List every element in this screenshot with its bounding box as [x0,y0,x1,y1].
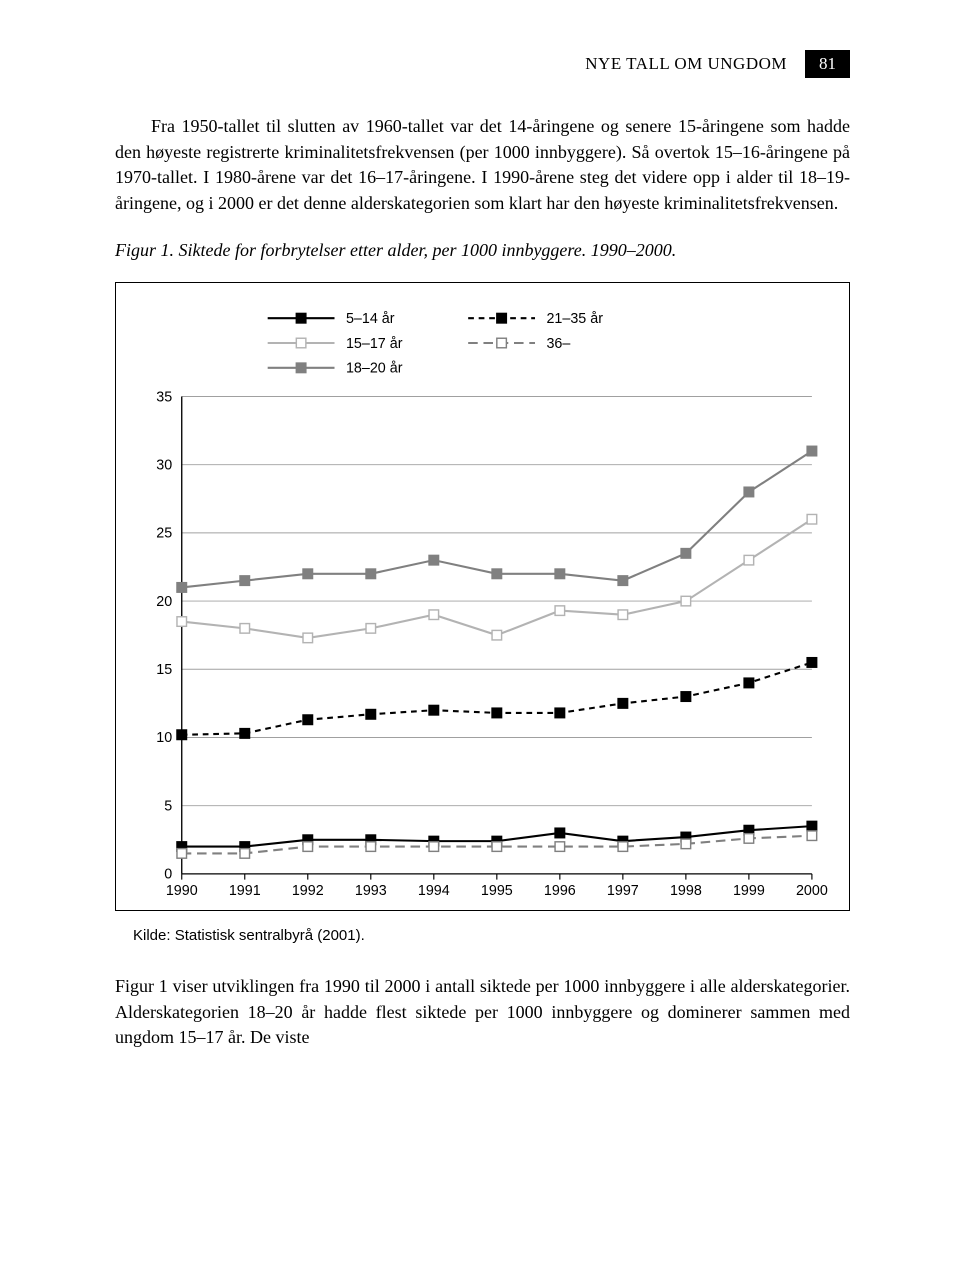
series-marker [618,576,628,586]
series-marker [429,842,439,852]
series-marker [618,698,628,708]
y-tick-label: 30 [156,457,172,473]
y-tick-label: 35 [156,389,172,405]
series-marker [177,616,187,626]
series-marker [240,848,250,858]
x-tick-label: 1996 [544,883,576,899]
x-tick-label: 2000 [796,883,828,899]
series-marker [555,842,565,852]
legend-label: 15–17 år [346,336,403,352]
series-marker [177,582,187,592]
series-line [182,451,812,587]
series-marker [429,610,439,620]
series-marker [555,708,565,718]
body-para-2: Figur 1 viser utviklingen fra 1990 til 2… [115,974,850,1051]
line-chart: 0 5 10 15 20 25 30 35 1990 1991 1992 1993 1994 1995 19… [134,301,831,903]
y-tick-label: 25 [156,525,172,541]
series-marker [492,842,502,852]
legend-label: 36– [546,336,570,352]
y-tick-label: 0 [164,866,172,882]
x-tick-label: 1997 [607,883,639,899]
series-marker [429,555,439,565]
series-marker [681,692,691,702]
y-tick-label: 20 [156,594,172,610]
series-marker [303,633,313,643]
page-number: 81 [805,50,850,78]
series-marker [807,446,817,456]
series-marker [177,848,187,858]
series-marker [807,831,817,841]
x-tick-label: 1992 [292,883,324,899]
series-marker [303,569,313,579]
series-marker [807,657,817,667]
series-marker [429,705,439,715]
legend-label: 5–14 år [346,311,395,327]
y-tick-label: 5 [164,798,172,814]
series-marker [744,833,754,843]
x-tick-label: 1991 [229,883,261,899]
series-marker [555,569,565,579]
x-tick-label: 1998 [670,883,702,899]
series-marker [366,709,376,719]
series-marker [681,596,691,606]
series-marker [744,678,754,688]
series-marker [555,828,565,838]
header-row: NYE TALL OM UNGDOM 81 [115,50,850,78]
legend-label: 18–20 år [346,360,403,376]
series-marker [303,715,313,725]
series-marker [492,569,502,579]
series-marker [744,555,754,565]
series-marker [492,630,502,640]
series-marker [366,842,376,852]
page: NYE TALL OM UNGDOM 81 Fra 1950-tallet ti… [0,0,960,1133]
x-tick-label: 1990 [166,883,198,899]
figure-caption: Figur 1. Siktede for forbrytelser etter … [115,238,850,264]
x-tick-label: 1995 [481,883,513,899]
series-marker [240,728,250,738]
series-marker [681,548,691,558]
series-marker [492,708,502,718]
series-marker [807,514,817,524]
series-marker [177,730,187,740]
x-tick-label: 1994 [418,883,450,899]
series-marker [303,842,313,852]
body-para-1: Fra 1950-tallet til slutten av 1960-tall… [115,114,850,216]
series-marker [240,576,250,586]
series-marker [618,610,628,620]
series-marker [744,487,754,497]
series-marker [366,569,376,579]
series-marker [240,623,250,633]
x-tick-label: 1993 [355,883,387,899]
series-marker [681,839,691,849]
series-marker [807,821,817,831]
x-tick-label: 1999 [733,883,765,899]
series-marker [618,842,628,852]
series-marker [555,606,565,616]
y-tick-label: 10 [156,730,172,746]
chart-container: 0 5 10 15 20 25 30 35 1990 1991 1992 1993 1994 1995 19… [115,282,850,912]
series-marker [366,623,376,633]
legend-label: 21–35 år [546,311,603,327]
header-title: NYE TALL OM UNGDOM [585,54,787,74]
figure-source: Kilde: Statistisk sentralbyrå (2001). [133,927,850,944]
y-tick-label: 15 [156,662,172,678]
series-line [182,662,812,734]
